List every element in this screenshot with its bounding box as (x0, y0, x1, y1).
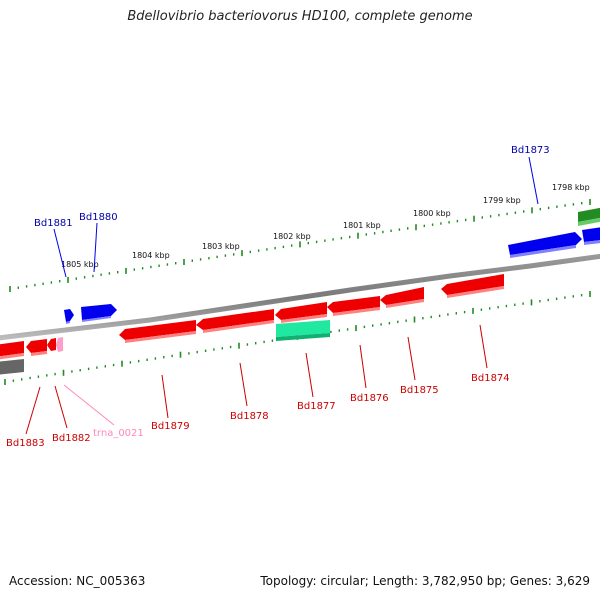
gene-forward-edge-arrow[interactable] (582, 226, 600, 245)
gene-grey-edge-block (0, 359, 24, 375)
leader-Bd1873 (528, 156, 539, 205)
label-Bd1878[interactable]: Bd1878 (230, 411, 269, 422)
label-Bd1873[interactable]: Bd1873 (511, 145, 550, 156)
gene-Bd1882-arrow[interactable] (47, 338, 56, 351)
leader-Bd1882 (54, 385, 68, 429)
gene-rrna-block[interactable] (276, 320, 330, 341)
gene-reverse-edge-block[interactable] (0, 341, 24, 360)
genome-summary-text: Topology: circular; Length: 3,782,950 bp… (260, 574, 590, 588)
gene-Bd1879-arrow[interactable] (119, 320, 196, 343)
ruler-label-1803: 1803 kbp (202, 242, 240, 251)
ruler-label-1801: 1801 kbp (343, 221, 381, 230)
leader-Bd1877 (305, 352, 314, 398)
gene-Bd1874-arrow[interactable] (441, 274, 504, 298)
gene-Bd1883-arrow[interactable] (26, 339, 47, 356)
leader-Bd1880 (93, 222, 98, 273)
gene-green-edge-block[interactable] (578, 206, 600, 226)
label-Bd1880[interactable]: Bd1880 (79, 212, 118, 223)
label-trna_0021[interactable]: trna_0021 (93, 428, 144, 439)
leader-Bd1881 (53, 228, 67, 278)
label-Bd1882[interactable]: Bd1882 (52, 433, 91, 444)
ruler-label-1800: 1800 kbp (413, 209, 451, 218)
inner-ruler-ticks (4, 291, 591, 385)
gene-Bd1873-arrow[interactable] (508, 232, 582, 258)
genome-backbone (0, 253, 600, 341)
leader-Bd1879 (161, 374, 169, 419)
gene-Bd1880-arrow[interactable] (81, 304, 117, 322)
leader-Bd1878 (239, 362, 248, 407)
leader-Bd1874 (479, 324, 488, 369)
leader-Bd1883 (25, 386, 41, 435)
gene-Bd1881-arrow[interactable] (64, 309, 74, 324)
label-Bd1874[interactable]: Bd1874 (471, 373, 510, 384)
accession-text: Accession: NC_005363 (9, 574, 146, 588)
leader-Bd1876 (359, 344, 367, 389)
gene-Bd1875-arrow[interactable] (380, 287, 424, 308)
ruler-label-1799: 1799 kbp (483, 196, 521, 205)
leader-Bd1875 (407, 336, 416, 381)
leader-trna_0021 (63, 384, 115, 426)
label-Bd1877[interactable]: Bd1877 (297, 401, 336, 412)
label-Bd1876[interactable]: Bd1876 (350, 393, 389, 404)
label-Bd1883[interactable]: Bd1883 (6, 438, 45, 449)
ruler-label-1804: 1804 kbp (132, 251, 170, 260)
gene-trna_0021-arrow[interactable] (56, 337, 63, 352)
map-title: Bdellovibrio bacteriovorus HD100, comple… (127, 9, 473, 24)
label-Bd1879[interactable]: Bd1879 (151, 421, 190, 432)
gene-Bd1878-arrow[interactable] (196, 309, 274, 333)
outer-ruler-ticks (9, 199, 591, 292)
label-Bd1875[interactable]: Bd1875 (400, 385, 439, 396)
ruler-label-1802: 1802 kbp (273, 232, 311, 241)
ruler-label-1805: 1805 kbp (61, 260, 99, 269)
gene-Bd1876-arrow[interactable] (327, 296, 380, 316)
label-Bd1881[interactable]: Bd1881 (34, 218, 73, 229)
gene-Bd1877-arrow[interactable] (275, 302, 327, 323)
ruler-label-1798: 1798 kbp (552, 183, 590, 192)
